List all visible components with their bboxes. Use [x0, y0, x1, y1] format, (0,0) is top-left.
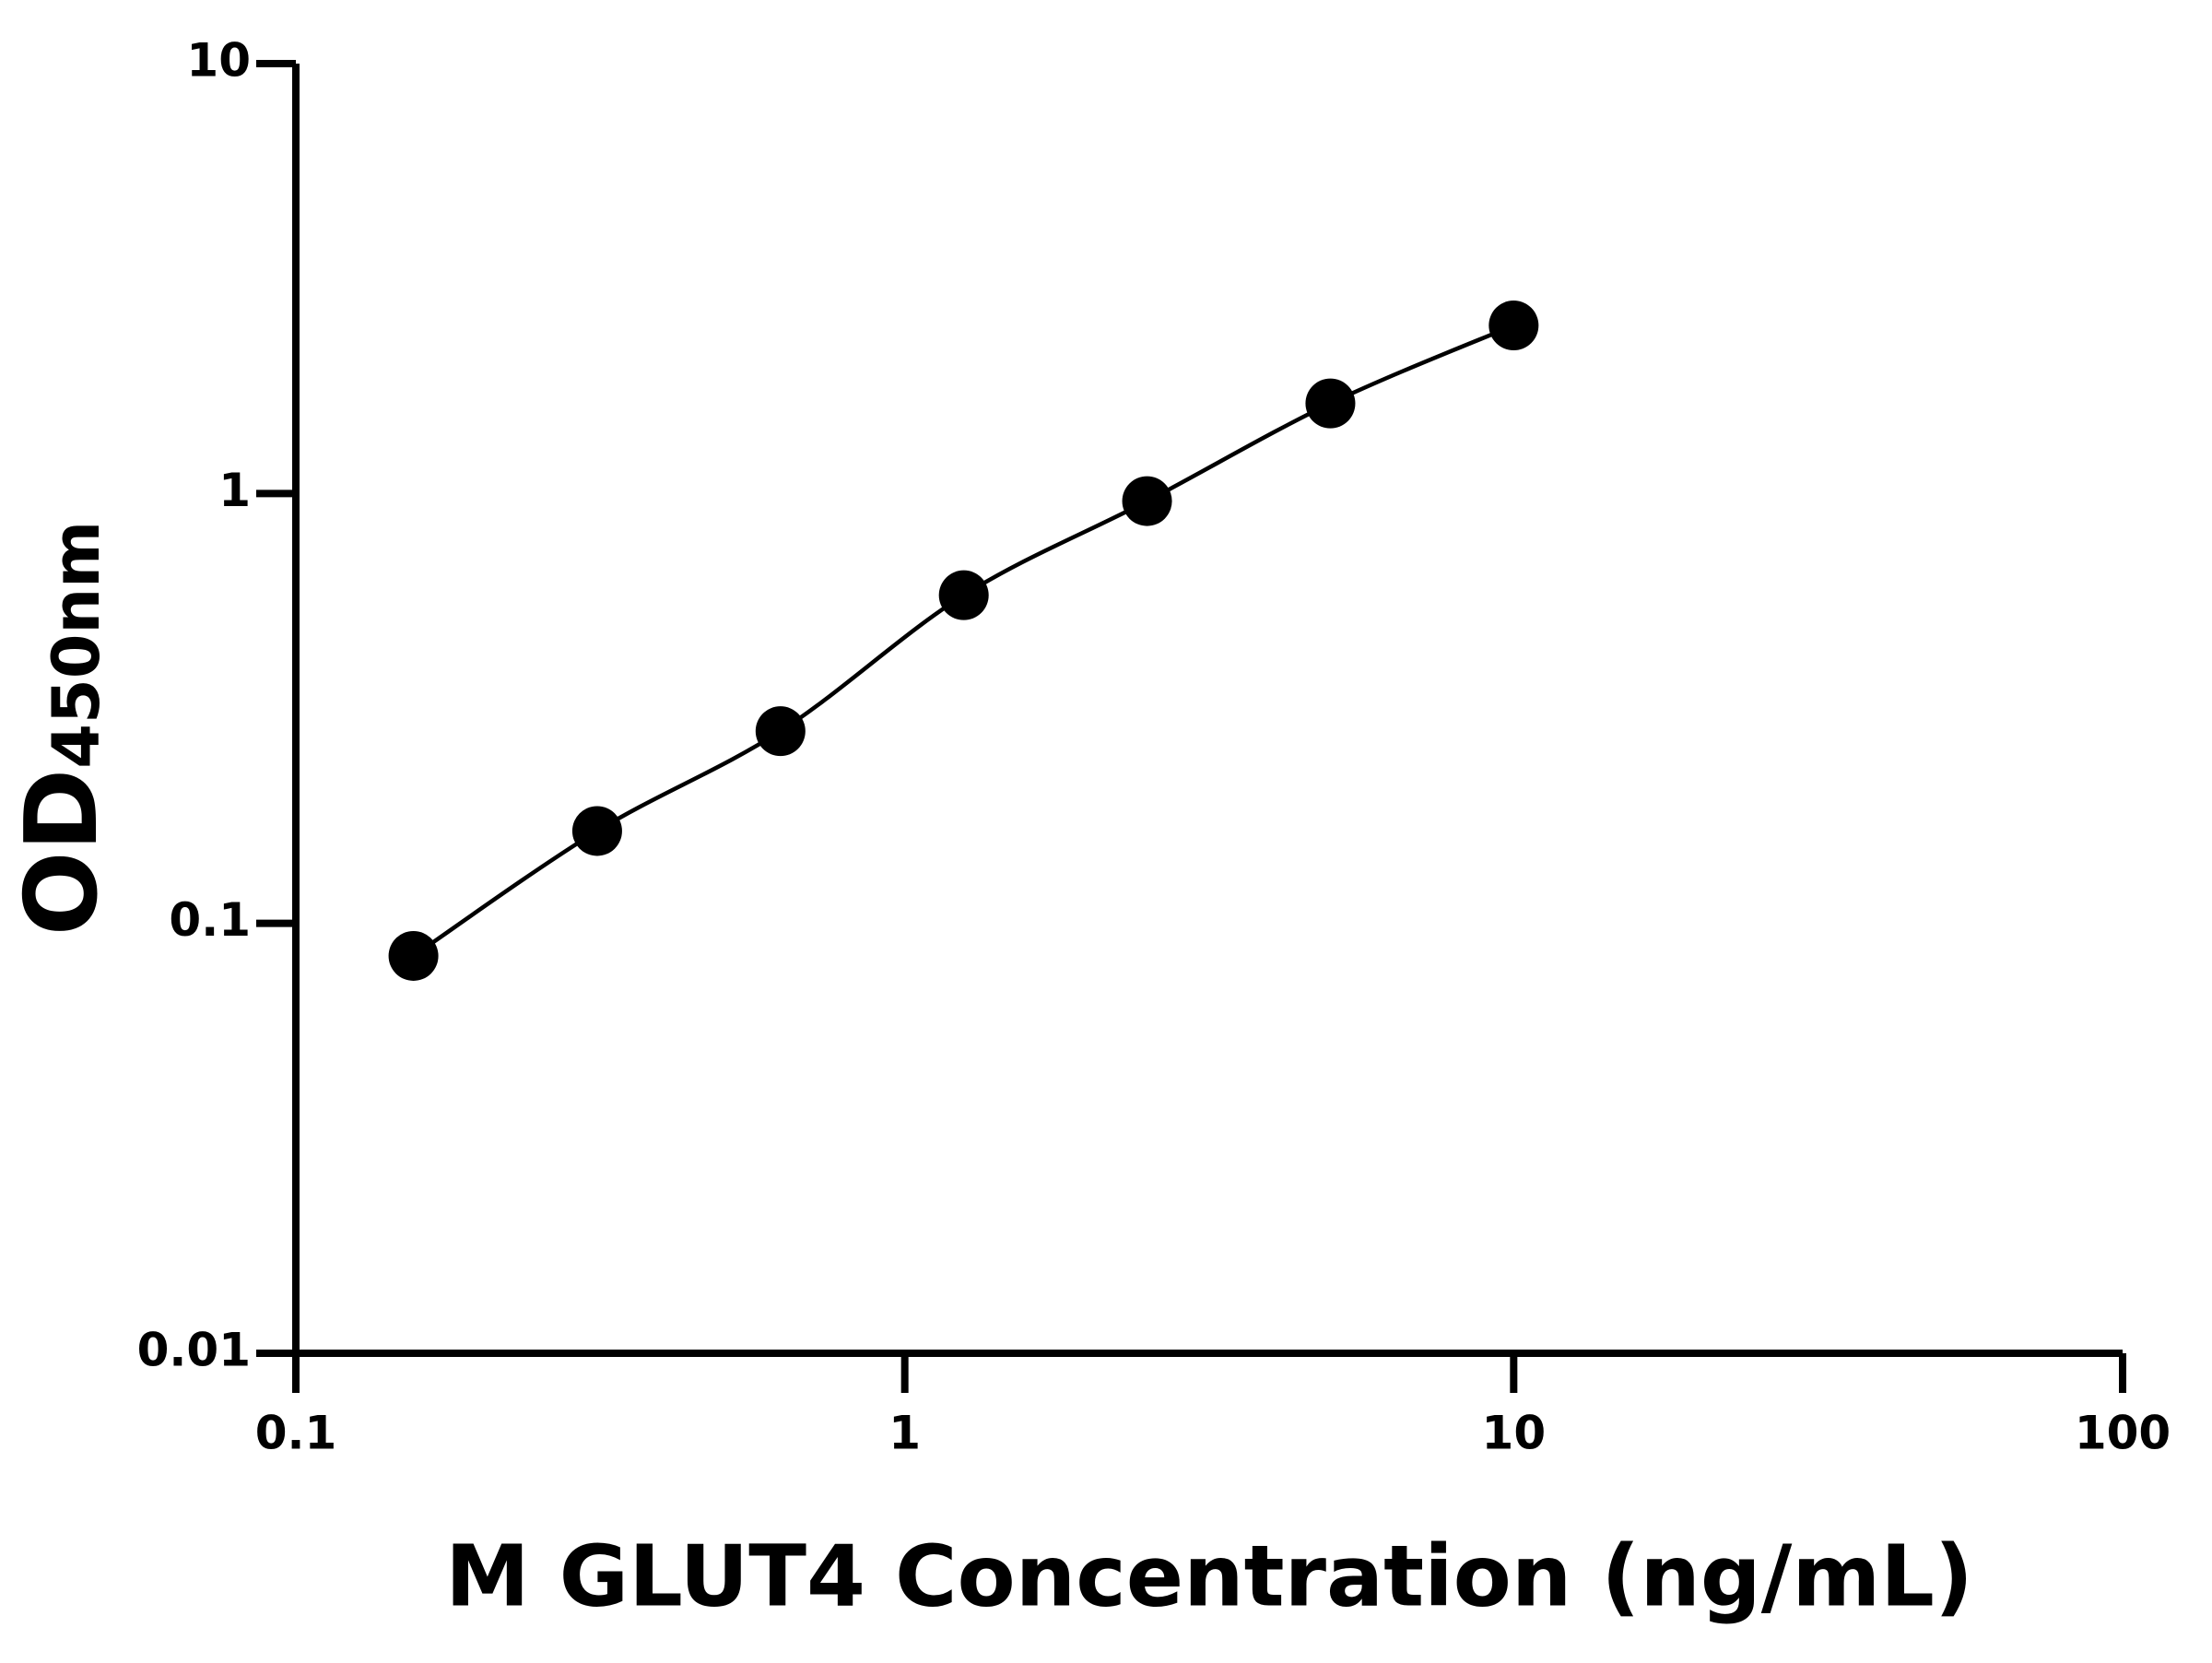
x-tick-label: 1	[888, 1407, 921, 1460]
data-point	[1488, 301, 1539, 351]
x-tick-label: 100	[2075, 1407, 2171, 1460]
y-tick-label: 10	[186, 34, 251, 88]
y-axis-title: OD450nm	[5, 521, 120, 936]
y-tick-label: 1	[218, 464, 251, 517]
y-axis-title-main: OD	[5, 769, 120, 936]
y-axis-title-sub: 450nm	[39, 521, 114, 769]
data-point	[755, 706, 806, 757]
data-point	[938, 570, 989, 620]
data-point	[1122, 476, 1172, 526]
data-point	[1305, 378, 1356, 429]
data-point	[388, 930, 439, 981]
x-axis-title: M GLUT4 Concentration (ng/mL)	[445, 1527, 1973, 1625]
y-tick-label: 0.1	[169, 893, 251, 947]
x-tick-label: 10	[1482, 1407, 1547, 1460]
x-tick-label: 0.1	[255, 1407, 337, 1460]
data-point	[571, 806, 622, 856]
y-tick-label: 0.01	[137, 1324, 251, 1377]
